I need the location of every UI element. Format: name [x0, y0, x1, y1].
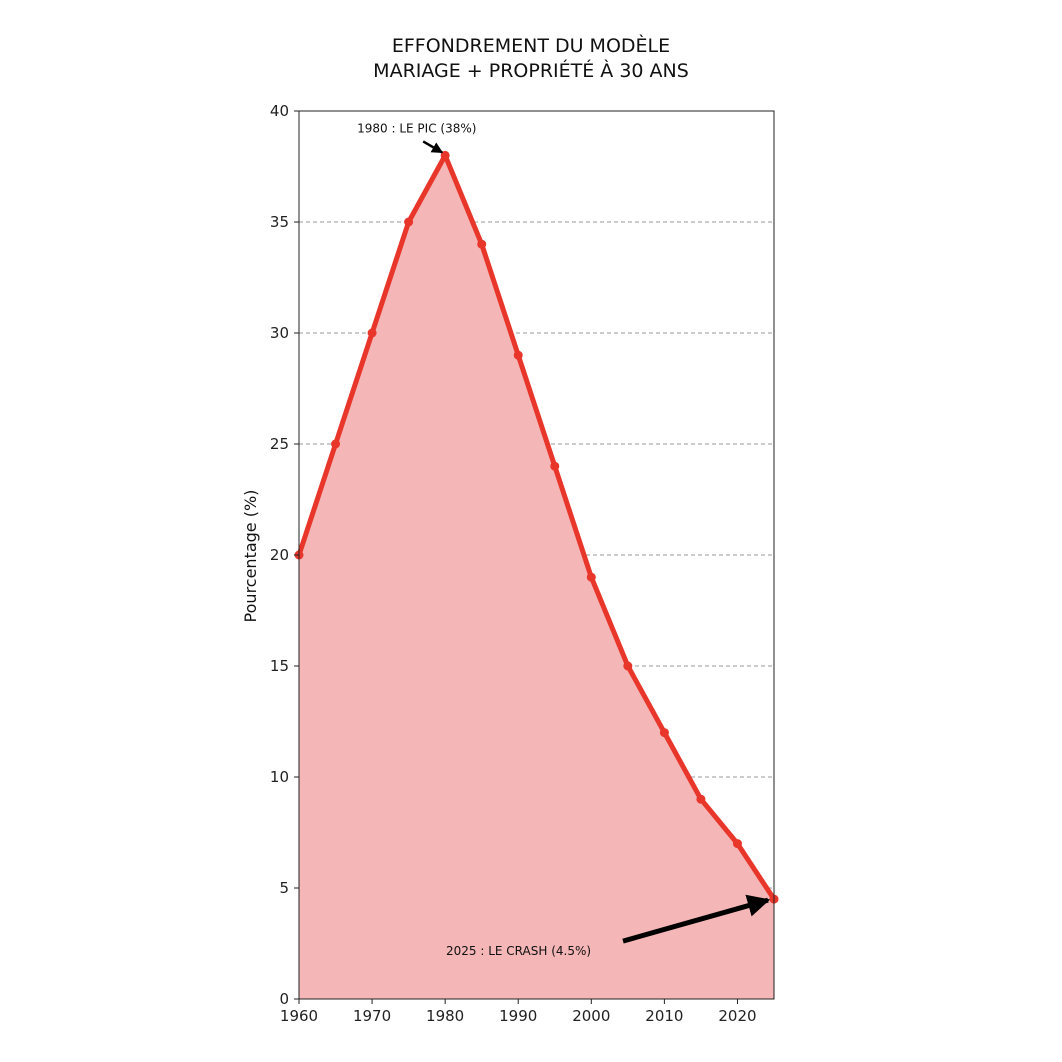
data-point-2005 [623, 661, 633, 671]
data-point-2010 [659, 728, 669, 738]
annotation-peak-label: 1980 : LE PIC (38%) [357, 121, 476, 135]
data-point-2000 [586, 572, 596, 582]
x-tick-label-1970: 1970 [353, 1007, 391, 1025]
y-tick-label-15: 15 [270, 657, 289, 675]
x-tick-label-1990: 1990 [499, 1007, 537, 1025]
y-tick-label-20: 20 [270, 546, 289, 564]
y-tick-label-40: 40 [270, 102, 289, 120]
annotations: 1980 : LE PIC (38%) 2025 : LE CRASH (4.5%… [357, 121, 771, 958]
y-axis-label: Pourcentage (%) [241, 490, 260, 623]
annotation-peak-arrow [422, 140, 444, 154]
x-tick-label-2000: 2000 [572, 1007, 610, 1025]
data-points [294, 150, 779, 904]
data-point-1985 [477, 239, 487, 249]
annotation-crash-arrow [622, 894, 771, 944]
y-tick-label-10: 10 [270, 768, 289, 786]
data-point-1965 [331, 439, 341, 449]
y-tick-label-0: 0 [279, 990, 289, 1008]
series-line [296, 152, 777, 902]
y-tick-label-30: 30 [270, 324, 289, 342]
annotation-crash-label: 2025 : LE CRASH (4.5%) [446, 944, 591, 958]
data-point-1990 [513, 350, 523, 360]
y-axis: 0 5 10 15 20 25 30 35 40 [270, 102, 299, 1008]
data-point-1975 [404, 217, 414, 227]
x-tick-label-1980: 1980 [426, 1007, 464, 1025]
data-point-1980 [440, 150, 450, 160]
y-tick-label-5: 5 [279, 879, 289, 897]
chart-title: EFFONDREMENT DU MODÈLE MARIAGE + PROPRIÉ… [0, 34, 1062, 84]
x-tick-label-2010: 2010 [645, 1007, 683, 1025]
y-tick-label-35: 35 [270, 213, 289, 231]
y-tick-label-25: 25 [270, 435, 289, 453]
chart-title-line-1: EFFONDREMENT DU MODÈLE [391, 35, 671, 57]
x-axis: 1960 1970 1980 1990 2000 2010 2020 [280, 999, 757, 1025]
data-point-2020 [732, 839, 742, 849]
data-point-1970 [367, 328, 377, 338]
area-fill [299, 155, 774, 999]
x-tick-label-1960: 1960 [280, 1007, 318, 1025]
chart-title-line-2: MARIAGE + PROPRIÉTÉ À 30 ANS [373, 60, 689, 82]
data-point-2015 [696, 794, 706, 804]
x-tick-label-2020: 2020 [718, 1007, 756, 1025]
data-point-1995 [550, 461, 560, 471]
